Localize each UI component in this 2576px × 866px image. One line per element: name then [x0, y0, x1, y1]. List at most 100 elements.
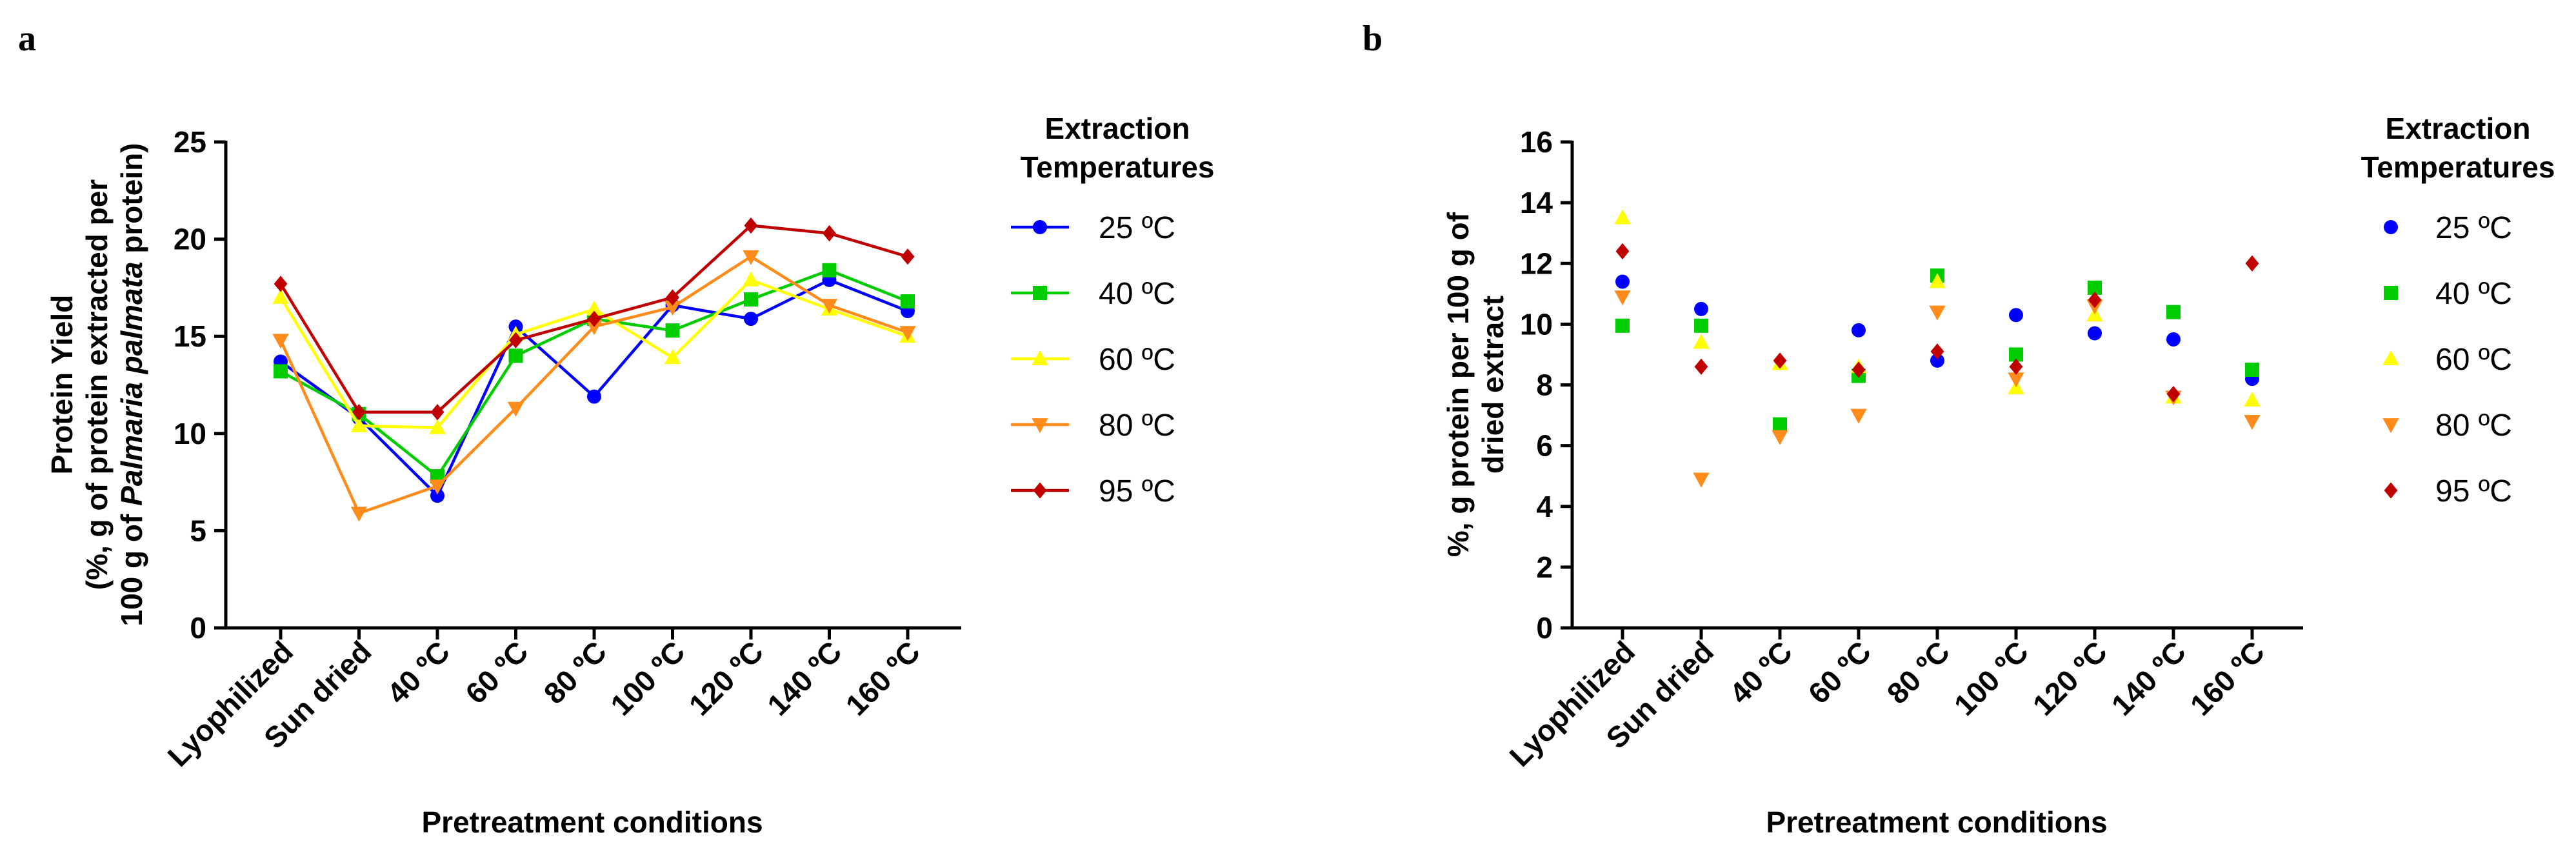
panel-a-label: a [18, 19, 36, 59]
b-data-point [1693, 472, 1710, 488]
a-data-point [823, 225, 836, 242]
a-data-point [509, 332, 523, 348]
a-legend-marker [1033, 482, 1047, 499]
a-data-point [586, 300, 603, 316]
b-y-tick-label: 12 [1520, 247, 1553, 280]
a-legend-marker [1032, 418, 1048, 434]
a-data-point [664, 349, 681, 365]
b-y-tick-label: 8 [1536, 368, 1553, 402]
a-data-point [430, 488, 444, 503]
b-data-point [1852, 361, 1866, 378]
a-data-point [665, 323, 680, 338]
b-x-tick-label: 160 ºC [2184, 634, 2271, 721]
a-data-point [352, 404, 366, 421]
a-data-point [507, 401, 524, 417]
a-x-tick-label: 140 ºC [761, 634, 848, 721]
b-series-1 [1615, 268, 2259, 432]
a-data-point [274, 276, 288, 292]
panel-a-legend: Extraction Temperatures 25 ºC 40 ºC 60 ºC 80 … [1011, 112, 1214, 509]
b-series-3 [1614, 290, 2261, 488]
a-x-tick-label: 100 ºC [604, 634, 691, 721]
b-y-axis-title-line: %, g protein per 100 g of [1441, 212, 1475, 557]
b-data-point [2009, 347, 2023, 362]
a-legend-label: 60 ºC [1099, 343, 1175, 377]
a-data-point [350, 417, 368, 432]
panel-b-legend: Extraction Temperatures 25 ºC 40 ºC 60 ºC 80 … [2361, 112, 2555, 509]
panel-b-x-axis-title: Pretreatment conditions [1766, 805, 2107, 839]
b-data-point [2088, 280, 2102, 295]
b-data-point [1773, 352, 1787, 369]
a-series-3 [272, 250, 916, 522]
a-data-point [743, 250, 759, 265]
a-y-tick-label: 10 [174, 417, 206, 450]
b-y-tick-label: 16 [1520, 125, 1553, 159]
b-legend-title: Extraction [2386, 112, 2531, 145]
a-legend-label: 80 ºC [1099, 408, 1175, 443]
b-legend-item: 60 ºC [2382, 343, 2512, 377]
b-y-tick-label: 6 [1536, 429, 1553, 463]
b-y-axis-title-line: dried extract [1476, 296, 1510, 474]
b-data-point [2088, 326, 2102, 341]
a-data-point [901, 294, 915, 308]
a-data-point [664, 301, 681, 316]
b-y-tick-label: 10 [1520, 307, 1553, 341]
b-data-point [1615, 318, 1630, 333]
b-data-point [2166, 332, 2181, 347]
b-data-point [2009, 358, 2023, 375]
b-data-point [1694, 358, 1708, 375]
b-legend-title: Temperatures [2361, 150, 2555, 184]
a-data-point [587, 310, 601, 327]
a-legend-marker [1032, 350, 1048, 365]
a-legend-item: 25 ºC [1011, 211, 1175, 245]
a-data-point [429, 419, 446, 434]
a-legend-item: 60 ºC [1011, 343, 1175, 377]
a-data-point [744, 217, 758, 234]
a-legend-title: Extraction [1045, 112, 1190, 145]
b-data-point [2244, 391, 2261, 407]
a-data-point [822, 263, 837, 277]
b-data-point [2245, 362, 2259, 377]
b-data-point [2088, 292, 2102, 308]
b-x-tick-label: 60 ºC [1802, 634, 1877, 710]
b-y-tick-label: 14 [1520, 186, 1553, 219]
a-y-axis-title-line: 100 g of Palmaria palmata protein) [115, 143, 148, 626]
b-data-point [1930, 343, 1944, 360]
b-legend-label: 60 ºC [2435, 343, 2512, 377]
panel-a-y-axis-title: Protein Yield(%, g of protein extracted … [45, 143, 148, 626]
b-data-point [2166, 305, 2181, 319]
a-x-tick-label: 80 ºC [537, 634, 613, 710]
b-data-point [1929, 305, 1946, 321]
b-data-point [1614, 290, 1631, 306]
a-y-axis-title-line: Protein Yield [45, 295, 79, 475]
a-data-point [586, 320, 603, 336]
b-data-point [2245, 255, 2259, 272]
b-legend-label: 25 ºC [2435, 211, 2512, 245]
a-legend-marker [1033, 220, 1047, 234]
b-data-point [2008, 372, 2024, 388]
b-x-tick-label: 120 ºC [2026, 634, 2113, 721]
b-data-point [1773, 417, 1787, 432]
a-legend-item: 80 ºC [1011, 408, 1175, 443]
b-legend-item: 25 ºC [2384, 211, 2512, 245]
b-data-point [1615, 243, 1630, 260]
a-x-tick-label: 120 ºC [683, 634, 770, 721]
a-legend-item: 40 ºC [1011, 277, 1175, 311]
b-legend-marker [2382, 418, 2399, 434]
panel-a-series [272, 217, 916, 522]
b-data-point [1693, 334, 1710, 349]
a-data-point [821, 299, 838, 314]
b-data-point [1614, 209, 1631, 225]
a-x-tick-label: 160 ºC [839, 634, 926, 721]
b-legend-item: 40 ºC [2384, 277, 2512, 311]
a-y-tick-label: 15 [174, 319, 206, 353]
b-data-point [1850, 408, 1867, 424]
b-legend-marker [2384, 286, 2398, 300]
a-data-point [272, 288, 289, 304]
a-x-tick-label: 60 ºC [459, 634, 534, 710]
b-data-point [1694, 318, 1708, 333]
b-data-point [2009, 308, 2023, 323]
a-data-point [272, 334, 289, 349]
panel-b-series [1614, 209, 2261, 488]
